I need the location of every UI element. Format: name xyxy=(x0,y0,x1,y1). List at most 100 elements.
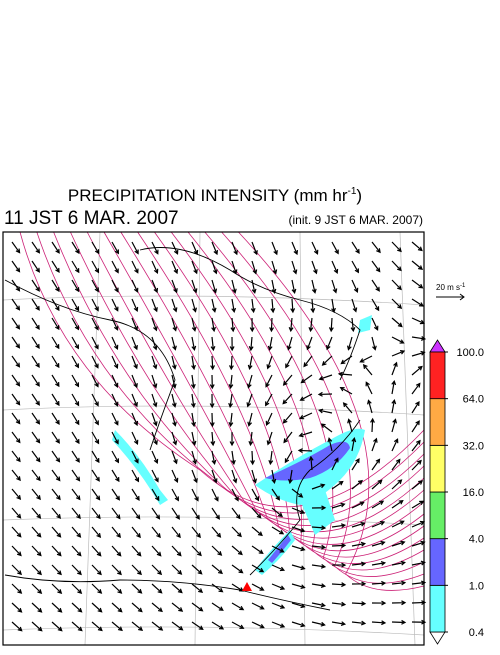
wind-arrow xyxy=(171,317,178,332)
wind-arrow xyxy=(191,317,197,332)
wind-arrow xyxy=(411,279,424,289)
colorbar-label: 0.4 xyxy=(469,627,484,639)
wind-arrow xyxy=(211,241,219,256)
wind-arrow xyxy=(71,298,80,312)
precip-light xyxy=(112,430,168,505)
wind-arrow xyxy=(151,450,159,465)
wind-arrow xyxy=(151,431,158,446)
wind-arrow xyxy=(131,279,139,293)
wind-arrow xyxy=(171,602,184,612)
wind-arrow xyxy=(191,469,198,484)
wind-arrow xyxy=(231,602,245,611)
wind-arrow xyxy=(248,336,254,352)
wind-arrow xyxy=(251,279,257,294)
colorbar-segment xyxy=(429,444,446,493)
wind-arrow xyxy=(151,507,161,520)
wind-arrow xyxy=(151,564,163,576)
wind-arrow xyxy=(270,298,276,314)
wind-arrow xyxy=(91,526,102,538)
wind-arrow xyxy=(11,526,22,538)
wind-arrow xyxy=(291,621,306,628)
wind-arrow xyxy=(91,488,101,501)
wind-arrow xyxy=(131,374,138,389)
wind-arrow xyxy=(91,374,99,388)
wind-arrow xyxy=(31,279,40,292)
wind-arrow xyxy=(411,241,423,252)
wind-arrow xyxy=(111,412,119,426)
wind-arrow xyxy=(351,479,363,490)
wind-arrow xyxy=(247,412,253,427)
wind-arrow xyxy=(411,600,427,606)
wind-arrow xyxy=(190,374,196,390)
map-frame xyxy=(2,231,425,646)
wind-arrow xyxy=(331,523,347,529)
wind-arrow xyxy=(391,336,405,344)
wind-arrow xyxy=(371,260,381,273)
wind-arrow xyxy=(331,298,336,314)
wind-arrow xyxy=(11,412,21,425)
wind-arrow xyxy=(11,374,21,387)
wind-arrow xyxy=(351,561,367,567)
wind-arrow xyxy=(91,450,100,464)
wind-arrow xyxy=(51,507,62,520)
wind-arrow xyxy=(311,621,326,627)
colorbar-label: 64.0 xyxy=(463,394,484,406)
wind-arrow xyxy=(131,621,144,631)
wind-arrow xyxy=(11,336,21,349)
wind-arrow xyxy=(131,545,142,557)
wind-arrow xyxy=(111,583,123,594)
contour xyxy=(103,231,425,539)
wind-arrow xyxy=(246,374,253,389)
wind-arrow xyxy=(11,564,23,576)
wind-arrow xyxy=(151,336,158,351)
wind-arrow xyxy=(291,507,306,515)
wind-arrow xyxy=(331,457,339,471)
wind-arrow xyxy=(391,350,406,357)
wind-arrow xyxy=(250,298,256,314)
contour xyxy=(120,231,425,545)
wind-arrow xyxy=(71,488,81,501)
wind-arrow xyxy=(131,526,141,539)
wind-arrow xyxy=(351,457,360,471)
wind-arrow xyxy=(111,241,119,255)
wind-arrow xyxy=(339,387,353,395)
wind-arrow xyxy=(211,507,220,520)
wind-arrow xyxy=(231,298,237,314)
wind-arrow xyxy=(391,298,403,310)
wind-arrow xyxy=(71,431,80,445)
wind-arrow xyxy=(282,374,293,386)
colorbar-segment xyxy=(429,351,446,400)
wind-arrow xyxy=(191,564,203,575)
wind-arrow xyxy=(91,241,100,255)
wind-arrow xyxy=(367,399,373,414)
wind-arrow xyxy=(31,412,41,425)
wind-arrow xyxy=(251,507,262,519)
wind-arrow xyxy=(371,500,385,509)
wind-arrow xyxy=(326,336,333,351)
wind-arrow xyxy=(31,393,40,406)
wind-arrow xyxy=(31,317,40,330)
colorbar-label: 4.0 xyxy=(469,534,484,546)
wind-arrow xyxy=(351,501,365,509)
wind-arrow xyxy=(11,621,23,632)
wind-arrow xyxy=(331,260,339,275)
wind-arrow xyxy=(191,583,204,593)
wind-arrow xyxy=(331,502,346,509)
wind-arrow xyxy=(300,374,313,384)
title: PRECIPITATION INTENSITY (mm hr-1) xyxy=(68,186,362,205)
wind-arrow xyxy=(111,374,119,388)
wind-arrow xyxy=(11,298,21,311)
wind-arrow xyxy=(11,488,22,500)
wind-arrow xyxy=(271,621,286,628)
wind-arrow xyxy=(151,545,162,557)
wind-arrow xyxy=(91,298,99,312)
wind-arrow xyxy=(228,355,234,371)
wind-arrow xyxy=(311,544,327,550)
wind-arrow xyxy=(151,621,164,631)
wind-arrow xyxy=(51,317,60,331)
wind-arrow xyxy=(231,241,238,256)
wind-arrow xyxy=(291,583,306,590)
wind-arrow xyxy=(346,336,353,351)
colorbar-label: 16.0 xyxy=(463,487,484,499)
wind-arrow xyxy=(111,431,119,445)
